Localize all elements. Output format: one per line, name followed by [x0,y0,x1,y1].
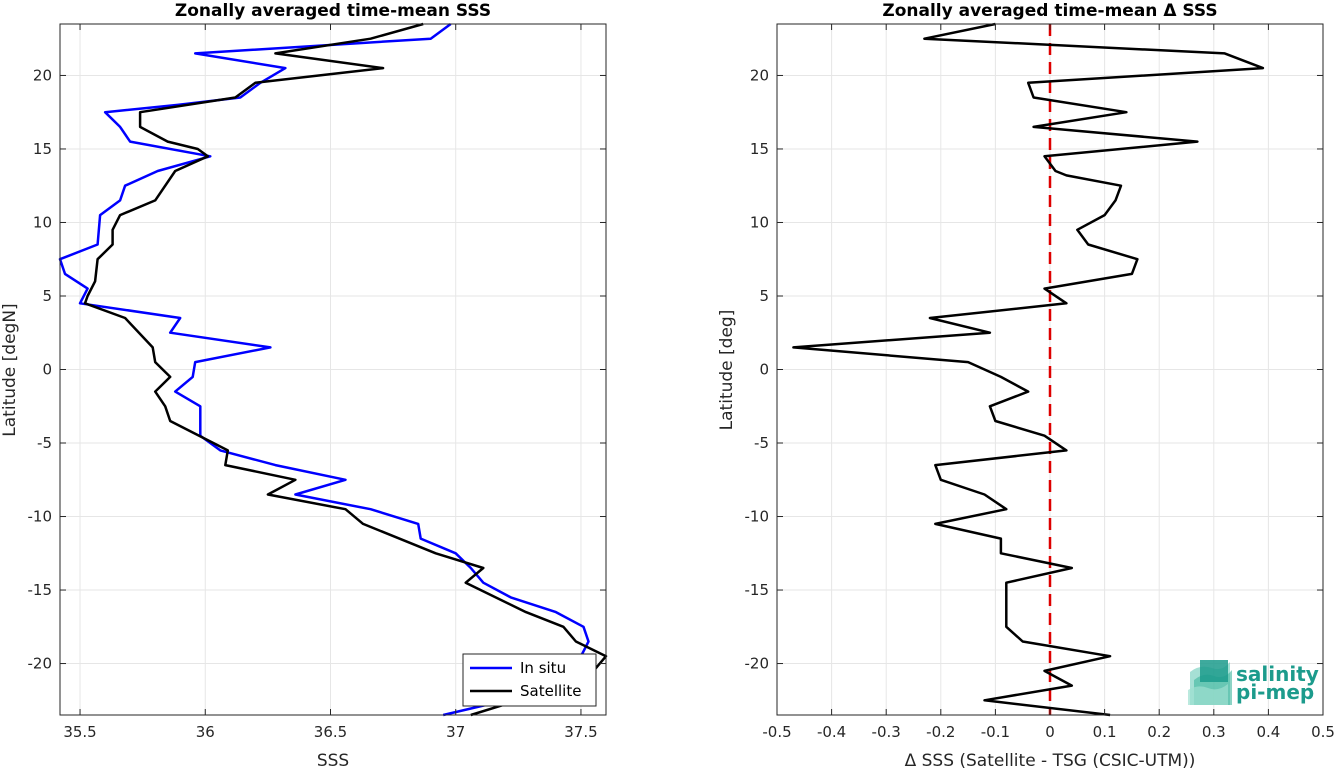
sss-y-tick-label: 10 [33,213,52,231]
delta-x-tick-label: -0.4 [817,723,846,741]
delta-x-tick-label: -0.3 [872,723,901,741]
legend-box [462,653,597,707]
delta-y-tick-label: -20 [745,655,770,673]
sss-y-tick-label: 5 [42,287,52,305]
delta-y-tick-label: 15 [750,140,769,158]
logo-text-pi-mep: pi-mep [1236,680,1314,704]
delta-y-tick-label: 0 [759,361,769,379]
sss-grid [60,24,606,715]
delta-x-tick-label: 0.1 [1093,723,1117,741]
delta-y-axis-label: Latitude [deg] [717,310,737,431]
delta-x-axis-label: Δ SSS (Satellite - TSG (CSIC-UTM)) [905,751,1196,769]
sss-x-tick-label: 37 [446,723,465,741]
sss-y-axis-label: Latitude [degN] [0,303,20,436]
sss-y-tick-label: -5 [37,434,52,452]
delta-x-tick-label: -0.1 [981,723,1010,741]
delta-x-tick-label: -0.2 [926,723,955,741]
logo-text-salinity: salinity [1236,662,1319,686]
delta-y-tick-label: 10 [750,213,769,231]
delta-x-tick-label: 0 [1045,723,1055,741]
delta-series-0-line [792,22,1265,717]
delta-lines [792,22,1265,717]
sss-x-tick-label: 36 [196,723,215,741]
sss-x-tick-label: 37.5 [564,723,597,741]
legend-label-in-situ: In situ [520,659,566,677]
sss-ticks: 35.5 36 36.5 37 37.5 -20 -15 -10 -5 0 5 10 15 20 [28,24,606,741]
delta-x-tick-label: 0.4 [1256,723,1280,741]
logo-wave-icon [1188,660,1232,705]
sss-x-tick-label: 35.5 [63,723,96,741]
sss-in-situ-line [58,22,590,717]
delta-y-tick-label: -5 [754,434,769,452]
sss-y-tick-label: 20 [33,66,52,84]
delta-y-tick-label: 5 [759,287,769,305]
sss-y-tick-label: 15 [33,140,52,158]
delta-x-tick-label: 0.3 [1202,723,1226,741]
delta-y-tick-label: -15 [745,581,770,599]
sss-panel: 35.5 36 36.5 37 37.5 -20 -15 -10 -5 0 5 10 15 20 Zona… [0,1,608,769]
sss-y-tick-label: -20 [28,655,53,673]
legend: In situ Satellite [462,653,597,707]
sss-y-tick-label: -10 [28,508,53,526]
delta-x-tick-label: 0.2 [1147,723,1171,741]
sss-y-tick-label: -15 [28,581,53,599]
delta-title: Zonally averaged time-mean Δ SSS [882,1,1217,21]
delta-x-tick-label: 0.5 [1311,723,1335,741]
salinity-pi-mep-logo: salinity pi-mep [1188,660,1319,705]
sss-y-tick-label: 0 [42,361,52,379]
delta-y-tick-label: 20 [750,66,769,84]
sss-title: Zonally averaged time-mean SSS [175,1,491,21]
sss-x-tick-label: 36.5 [314,723,347,741]
delta-x-tick-label: -0.5 [762,723,791,741]
delta-sss-panel: -0.5 -0.4 -0.3 -0.2 -0.1 0 0.1 0.2 0.3 0.4 0.5 -20 -… [717,1,1335,769]
delta-y-tick-label: -10 [745,508,770,526]
sss-lines [58,22,608,717]
sss-x-axis-label: SSS [317,751,349,769]
delta-ticks: -0.5 -0.4 -0.3 -0.2 -0.1 0 0.1 0.2 0.3 0.4 0.5 -20 -… [745,24,1335,741]
legend-label-satellite: Satellite [520,682,581,700]
sss-satellite-line [83,22,608,717]
